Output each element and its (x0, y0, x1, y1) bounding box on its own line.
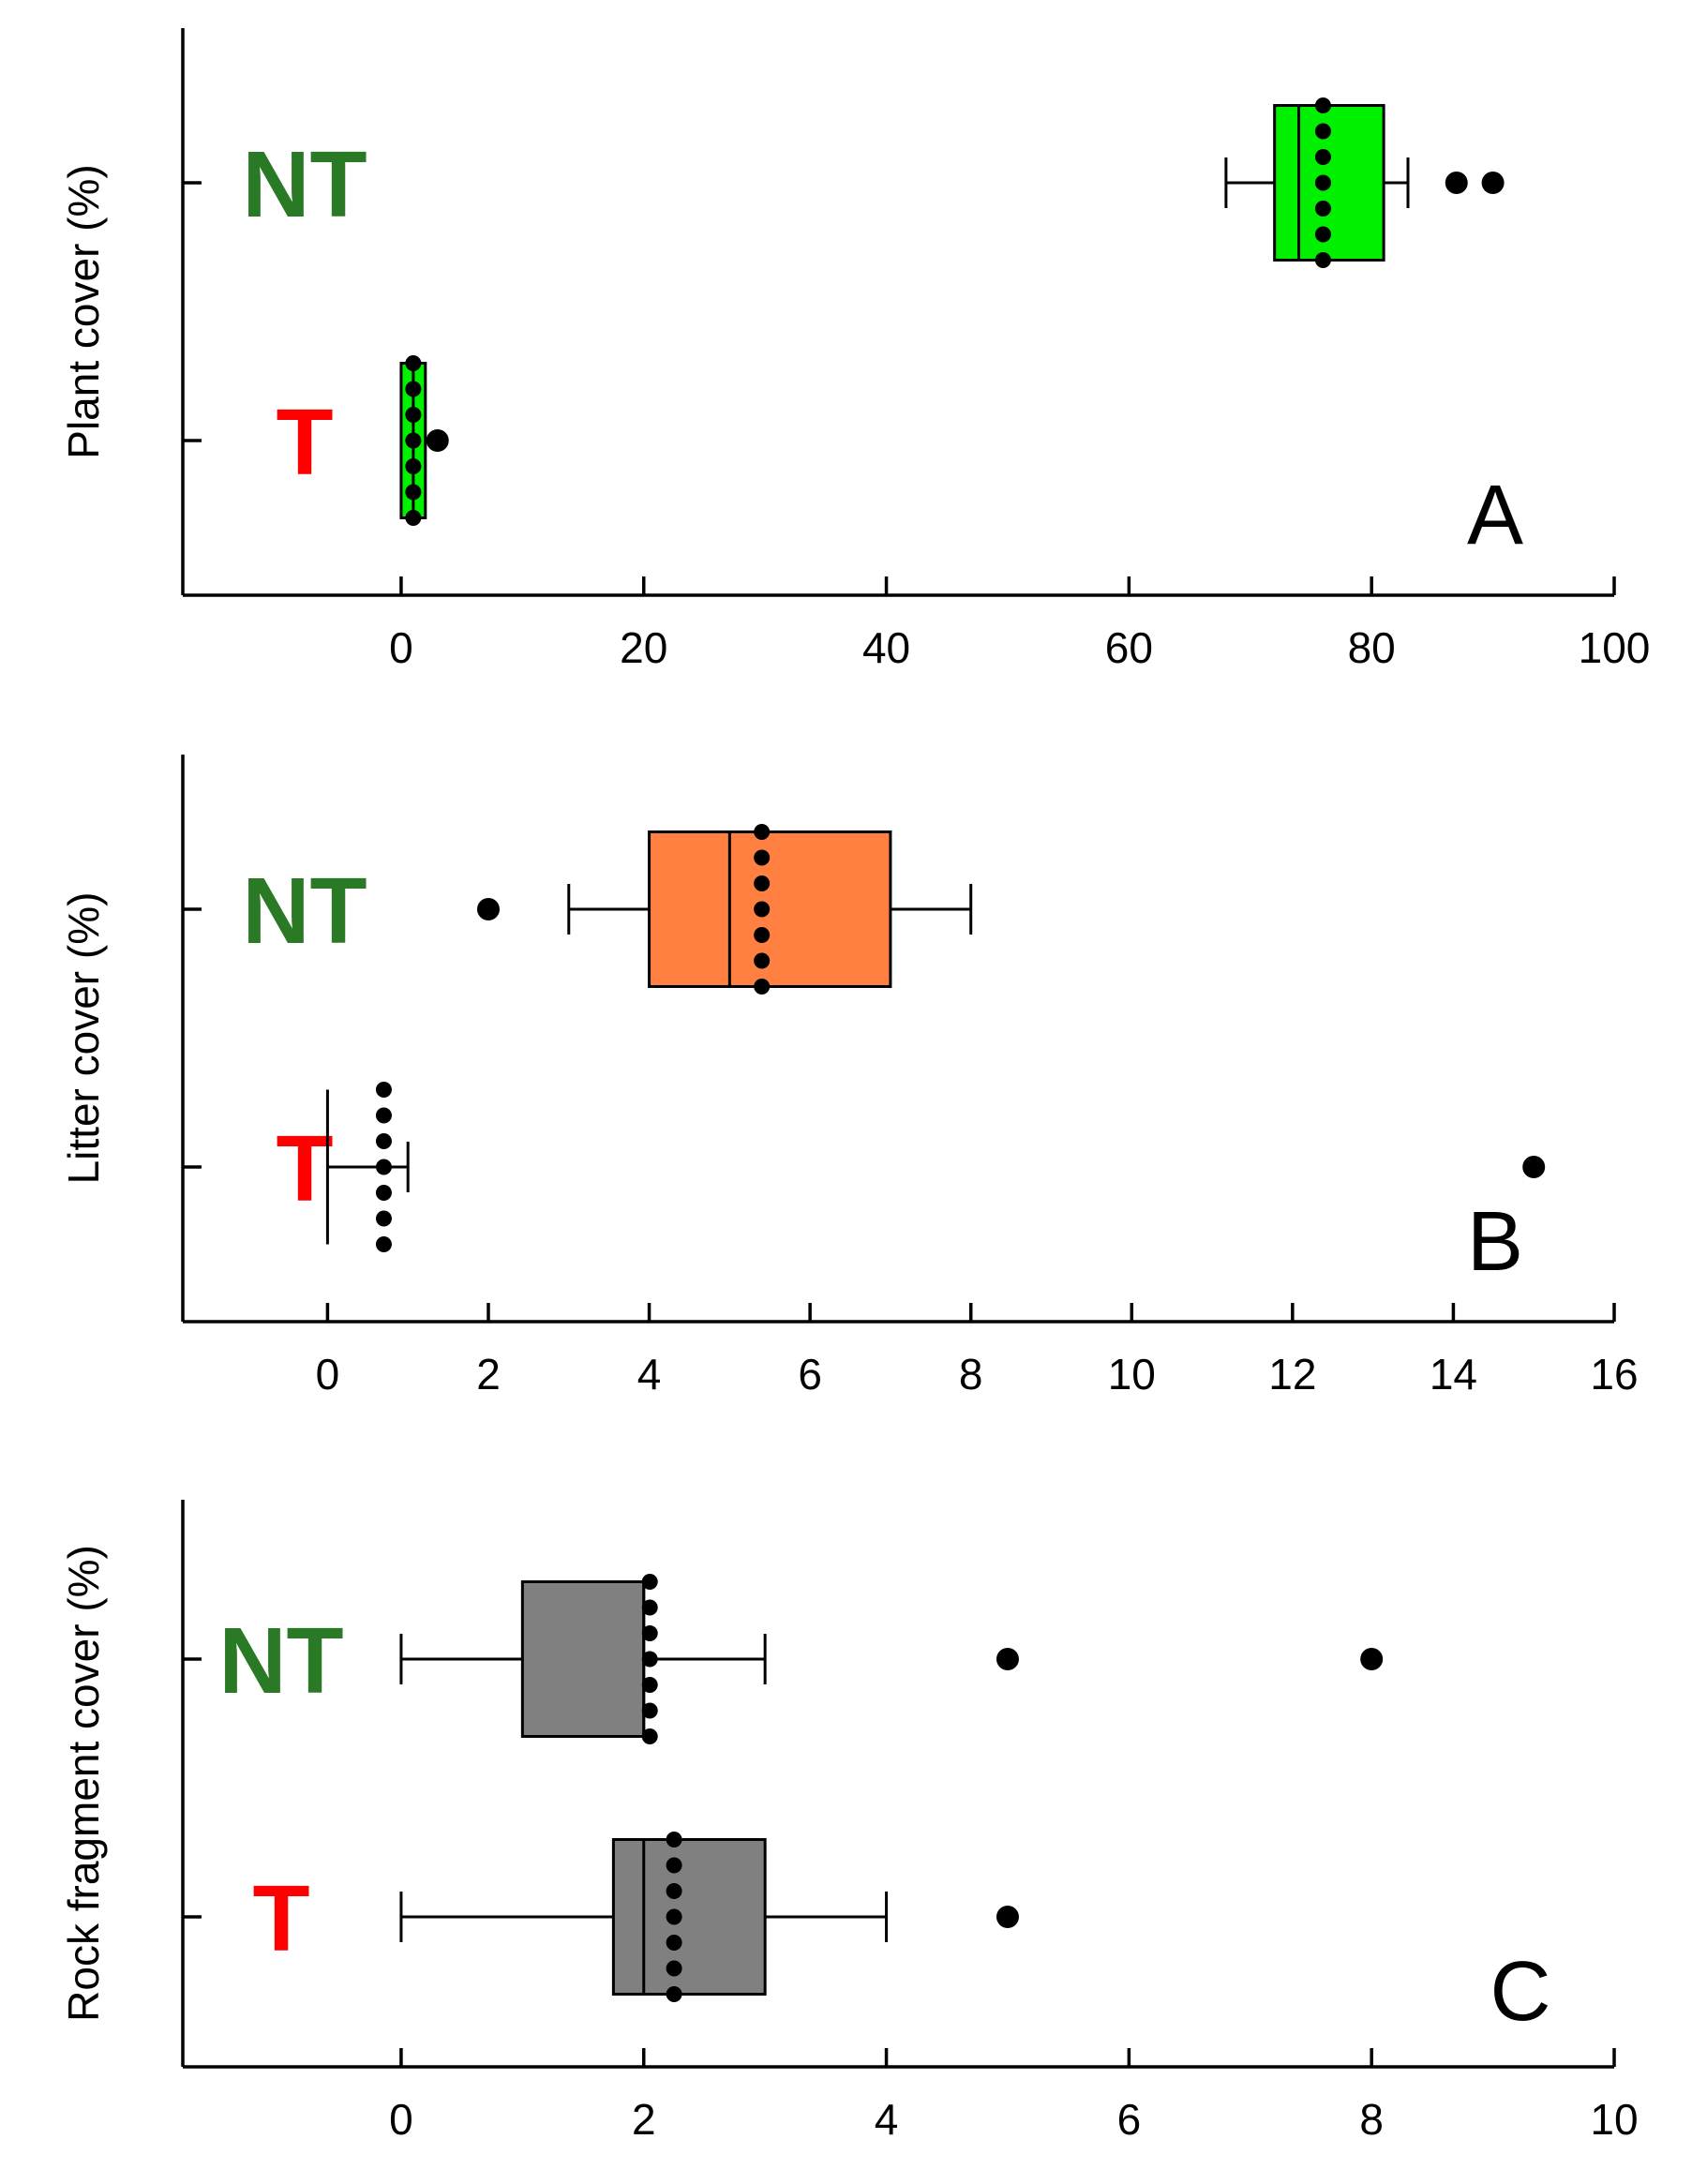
x-tick-label: 0 (389, 623, 413, 672)
mean-dot (405, 381, 422, 397)
mean-dot (666, 1960, 682, 1977)
mean-dot (641, 1651, 658, 1668)
group-nt: NT (218, 1574, 1384, 1744)
mean-dot (666, 1832, 682, 1847)
mean-dot (405, 355, 422, 371)
panel-C: 0 2 4 6 8 10 Rock fragment cover (%) C NT T (59, 1500, 1639, 2144)
mean-dot (1314, 201, 1331, 217)
mean-dot (641, 1625, 658, 1641)
mean-dot (754, 824, 771, 840)
mean-dot (1314, 97, 1331, 113)
outlier-point (426, 429, 449, 452)
panel-A: 0 20 40 60 80 100 Plant cover (%) A NT T (59, 28, 1650, 672)
group-label-t: T (276, 1116, 333, 1221)
mean-dot (375, 1185, 392, 1201)
outlier-point (996, 1648, 1019, 1670)
mean-dot (405, 484, 422, 501)
mean-dot (641, 1599, 658, 1616)
mean-dot (666, 1986, 682, 2002)
x-tick-label: 100 (1579, 623, 1651, 672)
x-tick-label: 0 (316, 1350, 340, 1399)
x-tick-label: 16 (1590, 1350, 1638, 1399)
mean-dot (754, 875, 771, 891)
x-tick-label: 2 (476, 1350, 501, 1399)
outlier-point (1360, 1648, 1384, 1670)
x-tick-label: 12 (1268, 1350, 1316, 1399)
mean-dot (754, 952, 771, 969)
mean-dot (375, 1236, 392, 1252)
mean-dot (1314, 174, 1331, 191)
mean-dot (1314, 149, 1331, 165)
x-tick-label: 14 (1430, 1350, 1477, 1399)
panel-B: 0 2 4 6 8 10 12 14 16 Litter cover (%) B NT T (59, 755, 1639, 1399)
x-tick-label: 8 (959, 1350, 983, 1399)
mean-dot (666, 1883, 682, 1899)
outlier-point (996, 1906, 1019, 1928)
group-label-nt: NT (218, 1608, 343, 1713)
mean-dot (754, 849, 771, 866)
outlier-point (1522, 1156, 1546, 1178)
mean-dot (375, 1133, 392, 1149)
mean-dot (754, 979, 771, 995)
panel-letter: B (1467, 1195, 1523, 1289)
mean-dot (1314, 123, 1331, 140)
mean-dot (641, 1728, 658, 1744)
group-t: T (252, 1832, 1019, 2002)
x-tick-label: 80 (1348, 623, 1396, 672)
mean-dot (641, 1574, 658, 1590)
mean-dot (405, 407, 422, 423)
x-tick-label: 20 (620, 623, 667, 672)
mean-dot (754, 927, 771, 943)
mean-dot (1314, 252, 1331, 268)
x-tick-label: 4 (637, 1350, 662, 1399)
mean-dot (375, 1107, 392, 1124)
mean-dot (405, 432, 422, 449)
x-tick-label: 40 (862, 623, 910, 672)
mean-dot (375, 1159, 392, 1175)
panel-letter: A (1467, 469, 1523, 562)
mean-dot (405, 510, 422, 526)
y-axis-label: Plant cover (%) (59, 164, 108, 458)
x-tick-label: 60 (1105, 623, 1153, 672)
box (648, 830, 892, 988)
mean-dot (666, 1857, 682, 1874)
outlier-point (1481, 172, 1505, 194)
mean-dot (375, 1210, 392, 1227)
outlier-point (1445, 172, 1468, 194)
group-label-t: T (276, 390, 333, 495)
x-tick-label: 8 (1359, 2095, 1384, 2144)
mean-dot (754, 901, 771, 918)
group-label-nt: NT (242, 859, 367, 964)
mean-dot (666, 1935, 682, 1951)
y-axis-label: Rock fragment cover (%) (59, 1545, 108, 2022)
x-tick-label: 6 (1117, 2095, 1142, 2144)
group-label-t: T (252, 1866, 309, 1971)
x-tick-label: 10 (1590, 2095, 1638, 2144)
group-t: T (276, 355, 449, 526)
group-nt: NT (242, 97, 1505, 268)
y-axis-label: Litter cover (%) (59, 892, 108, 1185)
mean-dot (375, 1082, 392, 1098)
mean-dot (641, 1702, 658, 1719)
x-tick-label: 2 (632, 2095, 656, 2144)
group-t: T (276, 1082, 1546, 1252)
mean-dot (641, 1677, 658, 1693)
mean-dot (405, 458, 422, 474)
outlier-point (476, 898, 500, 920)
box (520, 1580, 646, 1738)
group-label-nt: NT (242, 132, 367, 237)
x-tick-label: 4 (875, 2095, 899, 2144)
x-tick-label: 10 (1108, 1350, 1156, 1399)
mean-dot (666, 1908, 682, 1925)
group-nt: NT (242, 824, 973, 995)
mean-dot (1314, 226, 1331, 243)
x-tick-label: 0 (389, 2095, 413, 2144)
panel-letter: C (1490, 1945, 1551, 2039)
box (611, 1838, 767, 1996)
x-tick-label: 6 (798, 1350, 822, 1399)
